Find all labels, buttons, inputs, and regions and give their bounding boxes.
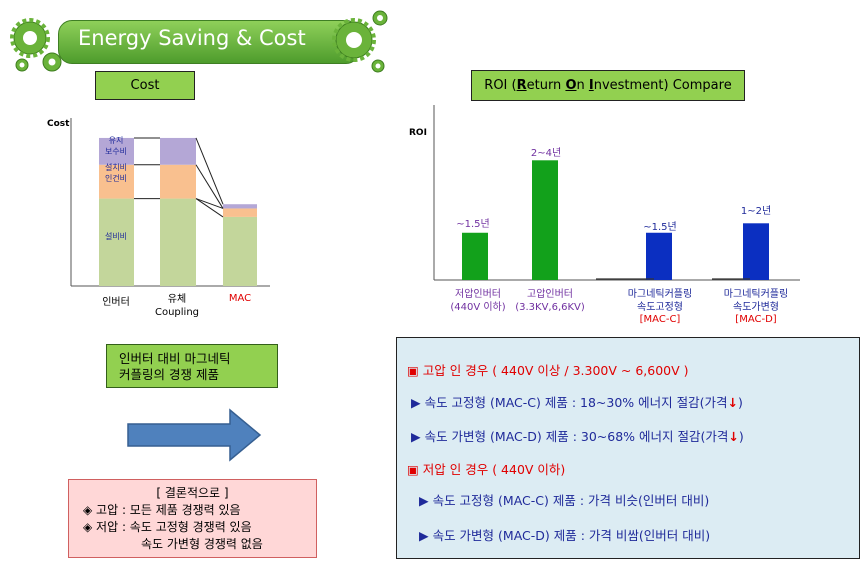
conclusion-box: [ 결론적으로 ] ◈ 고압 : 모든 제품 경쟁력 있음 ◈ 저압 : 속도 … xyxy=(68,479,317,558)
roi-bar xyxy=(646,232,672,280)
cost-bar-segment xyxy=(160,137,196,165)
equipment-segment-label: 설비비 xyxy=(104,232,128,241)
close-paren: ) xyxy=(737,395,743,410)
cost-bar-segment xyxy=(160,198,196,286)
info-box: ▣ 고압 인 경우 ( 440V 이상 / 3.300V ~ 6,600V ) … xyxy=(396,337,860,559)
roi-label-letter-i: I xyxy=(588,78,594,93)
install-segment-label: 설치비 인건비 xyxy=(104,163,128,183)
roi-tick-high-voltage-inverter: 고압인버터 (3.3KV,6,6KV) xyxy=(515,289,585,313)
title-banner xyxy=(58,20,360,64)
cost-connector-line xyxy=(195,198,224,218)
roi-value-label: 2~4년 xyxy=(530,148,562,159)
right-arrow-icon xyxy=(127,408,262,462)
conclusion-title: [ 결론적으로 ] xyxy=(156,486,229,500)
roi-value-label: ~1.5년 xyxy=(643,222,677,233)
close-paren: ) xyxy=(738,429,744,444)
roi-bar xyxy=(532,160,558,280)
roi-tick-low-voltage-inverter: 저압인버터 (440V 이하) xyxy=(450,289,506,313)
roi-label: ROI (Return On Investment) Compare xyxy=(471,70,745,101)
cost-bar-segment xyxy=(223,208,257,217)
cost-bar-segment xyxy=(99,137,134,165)
high-item-text: ▶ 속도 가변형 (MAC-D) 제품 : 30~68% 에너지 절감(가격 xyxy=(411,429,729,444)
high-item-text: ▶ 속도 고정형 (MAC-C) 제품 : 18~30% 에너지 절감(가격 xyxy=(411,395,728,410)
price-down-arrow-icon: ↓ xyxy=(728,429,739,444)
price-down-arrow-icon: ↓ xyxy=(727,395,738,410)
conclusion-line-low-variable: 속도 가변형 경쟁력 없음 xyxy=(141,537,263,551)
roi-label-part: ROI ( xyxy=(484,78,517,93)
cost-bar-segment xyxy=(223,216,257,286)
conclusion-line-high: ◈ 고압 : 모든 제품 경쟁력 있음 xyxy=(83,503,241,517)
roi-y-axis-label: ROI xyxy=(409,128,427,138)
cost-tick-fluid-coupling: 유체 Coupling xyxy=(154,294,200,318)
roi-bar-chart xyxy=(433,105,800,281)
cost-bar-segment xyxy=(223,204,257,209)
high-voltage-item: ▶ 속도 가변형 (MAC-D) 제품 : 30~68% 에너지 절감(가격↓) xyxy=(411,426,744,445)
roi-label-letter-o: O xyxy=(565,78,577,93)
low-voltage-title: ▣ 저압 인 경우 ( 440V 이하) xyxy=(407,462,566,477)
cost-y-axis-label: Cost xyxy=(47,119,70,129)
cost-connector-line xyxy=(195,164,224,209)
comparison-box: 인버터 대비 마그네틱 커플링의 경쟁 제품 xyxy=(106,344,278,388)
cost-bar-segment xyxy=(160,164,196,199)
cost-bar-segment xyxy=(99,164,134,199)
conclusion-line-low: ◈ 저압 : 속도 고정형 경쟁력 있음 xyxy=(83,520,252,534)
roi-tag-mac-d: [MAC-D] xyxy=(735,314,777,325)
cost-bar-segment xyxy=(99,198,134,286)
gear-left-icon xyxy=(10,18,62,72)
roi-tick-mac-d: 마그네틱커플링 속도가변형 xyxy=(723,289,789,313)
cost-tick-mac: MAC xyxy=(228,293,252,304)
roi-label-part: eturn xyxy=(526,78,566,93)
high-voltage-item: ▶ 속도 고정형 (MAC-C) 제품 : 18~30% 에너지 절감(가격↓) xyxy=(411,392,743,411)
maintenance-segment-label: 유지 보수비 xyxy=(104,136,128,156)
high-voltage-title: ▣ 고압 인 경우 ( 440V 이상 / 3.300V ~ 6,600V ) xyxy=(407,363,689,378)
roi-label-part: n xyxy=(576,78,589,93)
cost-label: Cost xyxy=(95,71,195,100)
page-title: Energy Saving & Cost xyxy=(78,26,306,50)
roi-label-letter-r: R xyxy=(516,78,527,93)
comparison-text: 인버터 대비 마그네틱 커플링의 경쟁 제품 xyxy=(119,351,231,382)
roi-bar xyxy=(743,223,769,280)
low-voltage-item: ▶ 속도 가변형 (MAC-D) 제품 : 가격 비쌈(인버터 대비) xyxy=(419,528,711,543)
cost-connector-line xyxy=(195,137,224,205)
cost-connector-line xyxy=(195,198,224,209)
roi-tag-mac-c: [MAC-C] xyxy=(639,314,681,325)
roi-value-label: 1~2년 xyxy=(740,206,772,217)
roi-bar xyxy=(462,232,488,280)
low-voltage-item: ▶ 속도 고정형 (MAC-C) 제품 : 가격 비슷(인버터 대비) xyxy=(419,493,710,508)
cost-stacked-chart xyxy=(70,118,270,287)
gear-right-icon xyxy=(332,10,388,73)
cost-tick-inverter: 인버터 xyxy=(102,297,130,308)
roi-label-part: nvestment) Compare xyxy=(593,78,732,93)
roi-value-label: ~1.5년 xyxy=(456,219,490,230)
roi-tick-mac-c: 마그네틱커플링 속도고정형 xyxy=(627,289,693,313)
